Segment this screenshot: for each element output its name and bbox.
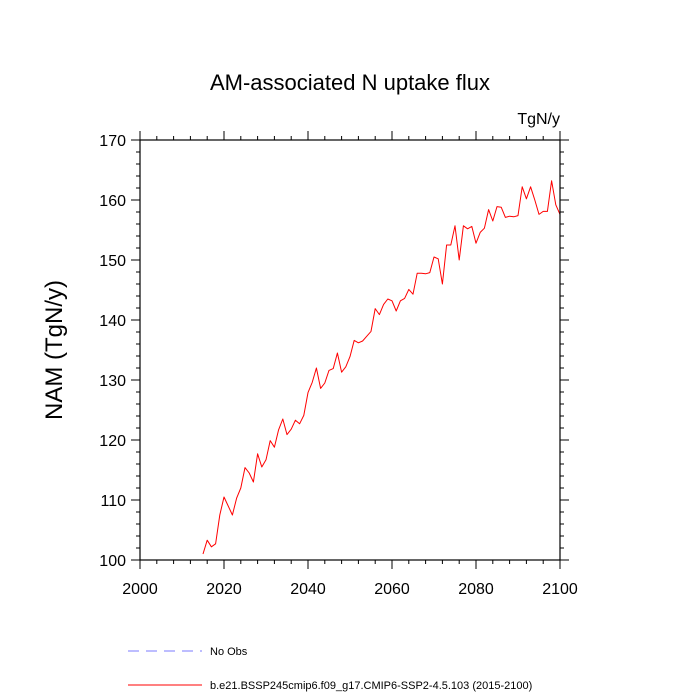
- y-tick-label: 160: [99, 193, 126, 210]
- y-axis-label: NAM (TgN/y): [41, 280, 68, 420]
- legend-label: No Obs: [210, 646, 248, 658]
- y-tick-label: 100: [99, 553, 126, 570]
- y-tick-label: 140: [99, 313, 126, 330]
- x-tick-label: 2060: [374, 581, 410, 598]
- x-tick-label: 2080: [458, 581, 494, 598]
- legend-label: b.e21.BSSP245cmip6.f09_g17.CMIP6-SSP2-4.…: [210, 680, 532, 692]
- chart-title: AM-associated N uptake flux: [210, 70, 490, 95]
- series-line: [202, 180, 561, 555]
- data-lines: [202, 180, 561, 555]
- x-tick-label: 2100: [542, 581, 578, 598]
- y-tick-label: 150: [99, 253, 126, 270]
- x-tick-label: 2000: [122, 581, 158, 598]
- x-tick-label: 2020: [206, 581, 242, 598]
- y-tick-label: 130: [99, 373, 126, 390]
- axis-ticks: 100 110 120 130 140 150 160 170 2000 2020 2040 2060…: [99, 131, 578, 598]
- units-label: TgN/y: [517, 111, 560, 128]
- legend: No Obs b.e21.BSSP245cmip6.f09_g17.CMIP6-S…: [128, 646, 532, 692]
- plot-frame: [139, 139, 561, 561]
- y-tick-label: 170: [99, 133, 126, 150]
- y-tick-label: 110: [100, 493, 126, 510]
- x-tick-label: 2040: [290, 581, 326, 598]
- y-tick-label: 120: [99, 433, 126, 450]
